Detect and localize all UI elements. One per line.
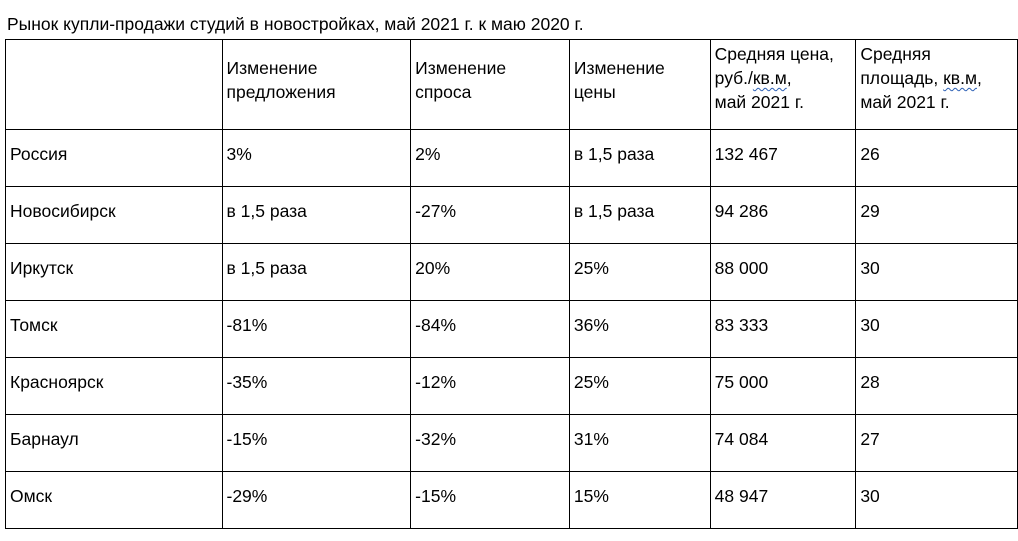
- avg-area-cell: 29: [855, 186, 1018, 244]
- table-row: Томск -81% -84% 36% 83 333 30: [5, 300, 1018, 358]
- price-change-cell: в 1,5 раза: [568, 129, 711, 187]
- avg-price-cell: 94 286: [709, 186, 857, 244]
- demand-change-cell: 20%: [410, 243, 570, 301]
- header-supply-change: Изменение предложения: [221, 39, 412, 130]
- supply-change-cell: -35%: [221, 357, 412, 415]
- header-avg-area-line2a: площадь,: [860, 68, 944, 88]
- avg-area-cell: 27: [855, 414, 1018, 472]
- demand-change-cell: -12%: [410, 357, 570, 415]
- avg-area-cell: 26: [855, 129, 1018, 187]
- header-avg-area-unit: кв.м: [943, 68, 977, 88]
- price-change-cell: 31%: [568, 414, 711, 472]
- avg-price-cell: 48 947: [709, 471, 857, 529]
- avg-price-cell: 88 000: [709, 243, 857, 301]
- table-row: Красноярск -35% -12% 25% 75 000 28: [5, 357, 1018, 415]
- header-avg-price: Средняя цена, руб./кв.м, май 2021 г.: [709, 39, 857, 130]
- supply-change-cell: 3%: [221, 129, 412, 187]
- header-region-cell: [5, 39, 223, 130]
- header-avg-area-line2c: ,: [977, 68, 982, 88]
- header-avg-area: Средняя площадь, кв.м, май 2021 г.: [855, 39, 1018, 130]
- supply-change-cell: -81%: [221, 300, 412, 358]
- region-cell: Россия: [5, 129, 223, 187]
- avg-area-cell: 30: [855, 243, 1018, 301]
- region-cell: Красноярск: [5, 357, 223, 415]
- price-change-cell: 25%: [568, 243, 711, 301]
- header-avg-price-line2c: ,: [786, 68, 792, 88]
- avg-price-cell: 75 000: [709, 357, 857, 415]
- table-row: Новосибирск в 1,5 раза -27% в 1,5 раза 9…: [5, 186, 1018, 244]
- table-caption: Рынок купли-продажи студий в новостройка…: [7, 14, 584, 34]
- region-cell: Омск: [5, 471, 223, 529]
- table-row: Барнаул -15% -32% 31% 74 084 27: [5, 414, 1018, 472]
- header-demand-line1: Изменение: [415, 58, 507, 78]
- header-demand-line2: спроса: [415, 82, 472, 102]
- supply-change-cell: -29%: [221, 471, 412, 529]
- demand-change-cell: 2%: [410, 129, 570, 187]
- header-supply-line2: предложения: [226, 82, 336, 102]
- table-row: Иркутск в 1,5 раза 20% 25% 88 000 30: [5, 243, 1018, 301]
- avg-area-cell: 28: [855, 357, 1018, 415]
- header-avg-price-line2a: руб./: [714, 68, 753, 88]
- demand-change-cell: -15%: [410, 471, 570, 529]
- avg-price-cell: 83 333: [709, 300, 857, 358]
- price-change-cell: 15%: [568, 471, 711, 529]
- avg-area-cell: 30: [855, 471, 1018, 529]
- table-row: Россия 3% 2% в 1,5 раза 132 467 26: [5, 129, 1018, 187]
- header-avg-price-line1: Средняя цена,: [714, 44, 834, 64]
- table-header-row: Изменение предложения Изменение спроса И…: [5, 39, 1018, 130]
- studio-market-table: Изменение предложения Изменение спроса И…: [5, 39, 1018, 529]
- region-cell: Барнаул: [5, 414, 223, 472]
- avg-price-cell: 132 467: [709, 129, 857, 187]
- avg-price-cell: 74 084: [709, 414, 857, 472]
- demand-change-cell: -27%: [410, 186, 570, 244]
- price-change-cell: 36%: [568, 300, 711, 358]
- supply-change-cell: в 1,5 раза: [221, 243, 412, 301]
- header-avg-price-line3: май 2021 г.: [714, 92, 804, 112]
- region-cell: Иркутск: [5, 243, 223, 301]
- region-cell: Томск: [5, 300, 223, 358]
- header-avg-area-line3: май 2021 г.: [860, 92, 950, 112]
- region-cell: Новосибирск: [5, 186, 223, 244]
- header-supply-line1: Изменение: [226, 58, 318, 78]
- header-price-line1: Изменение: [573, 58, 665, 78]
- header-demand-change: Изменение спроса: [410, 39, 570, 130]
- demand-change-cell: -84%: [410, 300, 570, 358]
- header-price-line2: цены: [573, 82, 616, 102]
- header-avg-area-line1: Средняя: [860, 44, 931, 64]
- price-change-cell: 25%: [568, 357, 711, 415]
- supply-change-cell: -15%: [221, 414, 412, 472]
- demand-change-cell: -32%: [410, 414, 570, 472]
- table-row: Омск -29% -15% 15% 48 947 30: [5, 471, 1018, 529]
- avg-area-cell: 30: [855, 300, 1018, 358]
- price-change-cell: в 1,5 раза: [568, 186, 711, 244]
- supply-change-cell: в 1,5 раза: [221, 186, 412, 244]
- header-avg-price-unit: кв.м: [752, 68, 787, 88]
- header-price-change: Изменение цены: [568, 39, 711, 130]
